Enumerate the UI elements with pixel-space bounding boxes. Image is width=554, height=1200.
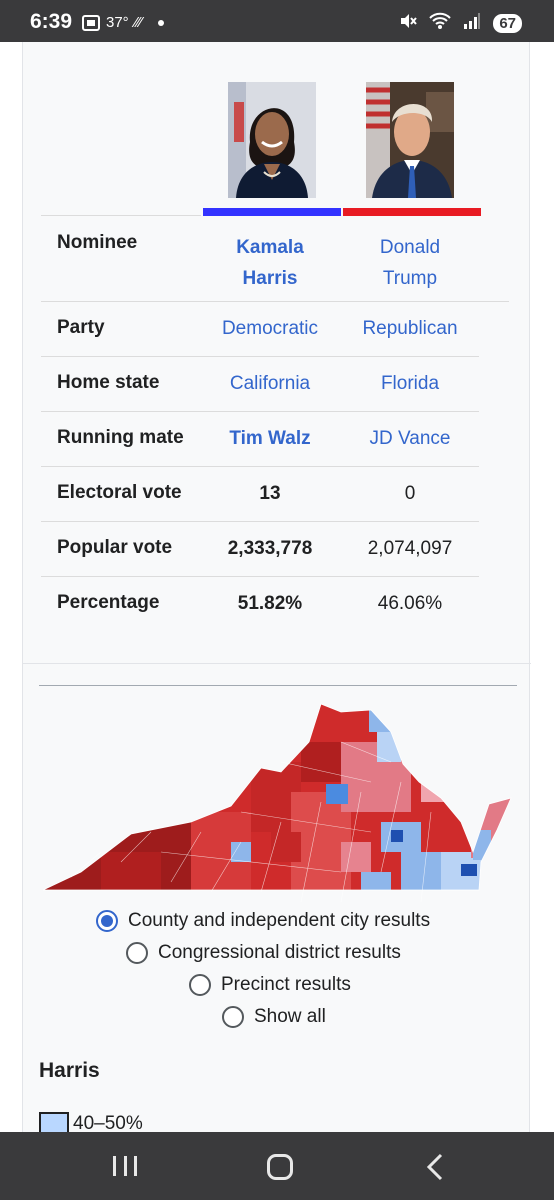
congressional-results-label: Congressional district results: [158, 942, 401, 963]
signal-icon: [463, 12, 481, 34]
page-content: Nominee Kamala Harris Donald Trump Party…: [0, 42, 554, 1136]
divider: [41, 215, 201, 216]
notification-icons: 37° ⁄⁄⁄: [82, 14, 165, 31]
democratic-color-bar: [203, 208, 341, 216]
percentage-label: Percentage: [57, 592, 160, 613]
trump-portrait[interactable]: [366, 82, 454, 198]
trump-party-link[interactable]: Republican: [362, 318, 458, 339]
divider: [41, 411, 479, 412]
harris-name-link[interactable]: Kamala Harris: [201, 232, 339, 294]
battery-icon: 67: [493, 13, 522, 33]
temperature: 37°: [106, 14, 129, 31]
electoral-vote-label: Electoral vote: [57, 482, 182, 503]
radio-icon[interactable]: [222, 1006, 244, 1028]
trump-electoral-vote: 0: [404, 483, 416, 504]
back-icon[interactable]: [425, 1152, 445, 1188]
system-icons: 67: [399, 12, 522, 34]
trump-name-link[interactable]: Donald Trump: [341, 232, 479, 294]
harris-popular-vote: 2,333,778: [227, 538, 313, 559]
home-state-label: Home state: [57, 372, 160, 393]
section-divider: [23, 663, 531, 664]
election-infobox: Nominee Kamala Harris Donald Trump Party…: [22, 42, 531, 1136]
radio-icon[interactable]: [189, 974, 211, 996]
divider: [41, 576, 479, 577]
mute-icon: [399, 12, 418, 34]
harris-last-name: Harris: [242, 268, 298, 289]
trump-percentage: 46.06%: [377, 593, 443, 614]
navigation-bar: [0, 1132, 554, 1200]
home-icon[interactable]: [267, 1154, 293, 1180]
legend-title: Harris: [39, 1059, 100, 1082]
recent-apps-icon[interactable]: [113, 1156, 137, 1176]
congressional-results-option[interactable]: Congressional district results: [126, 942, 401, 964]
screenshot-icon: [82, 14, 100, 31]
divider: [41, 356, 479, 357]
clock: 6:39: [30, 10, 73, 33]
popular-vote-label: Popular vote: [57, 537, 173, 558]
map-rule: [39, 685, 517, 686]
show-all-option[interactable]: Show all: [222, 1006, 326, 1028]
radio-icon[interactable]: [126, 942, 148, 964]
harris-portrait[interactable]: [228, 82, 316, 198]
divider: [41, 466, 479, 467]
nominee-label: Nominee: [57, 232, 138, 253]
harris-running-mate-link[interactable]: Tim Walz: [229, 428, 311, 449]
harris-state-link[interactable]: California: [229, 373, 311, 394]
precinct-results-label: Precinct results: [221, 974, 351, 995]
wifi-icon: [429, 12, 452, 34]
trump-running-mate-link[interactable]: JD Vance: [369, 428, 451, 449]
dot-icon: [158, 19, 165, 26]
harris-percentage: 51.82%: [237, 593, 303, 614]
trump-popular-vote: 2,074,097: [367, 538, 453, 559]
trump-last-name: Trump: [382, 268, 438, 289]
precinct-results-option[interactable]: Precinct results: [189, 974, 351, 996]
trump-state-link[interactable]: Florida: [380, 373, 440, 394]
county-results-label: County and independent city results: [128, 910, 431, 931]
party-label: Party: [57, 317, 105, 338]
status-bar: 6:39 37° ⁄⁄⁄ 67: [0, 0, 554, 42]
show-all-label: Show all: [254, 1006, 326, 1027]
harris-electoral-vote: 13: [259, 483, 281, 504]
harris-first-name: Kamala: [236, 237, 304, 258]
trump-first-name: Donald: [379, 237, 441, 258]
divider: [41, 301, 509, 302]
virginia-results-map[interactable]: [41, 702, 516, 903]
legend-range: 40–50%: [73, 1113, 143, 1134]
county-results-option[interactable]: County and independent city results: [96, 910, 430, 932]
radio-selected-icon[interactable]: [96, 910, 118, 932]
divider: [41, 521, 479, 522]
harris-party-link[interactable]: Democratic: [221, 318, 319, 339]
republican-color-bar: [343, 208, 481, 216]
weather-icon: ⁄⁄⁄: [134, 14, 143, 31]
running-mate-label: Running mate: [57, 427, 184, 448]
